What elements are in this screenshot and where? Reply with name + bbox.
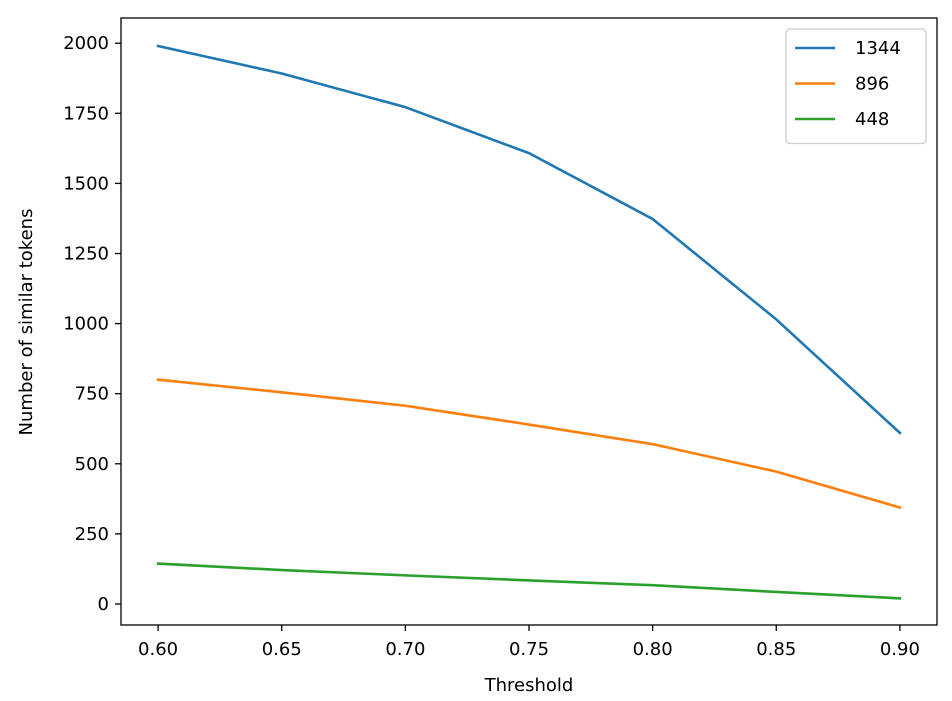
series-line-896 [156,378,902,510]
x-axis: 0.60 0.65 0.70 0.75 0.80 0.85 0.90 [138,625,920,660]
legend-label-896: 896 [855,74,889,95]
y-tick-label: 0 [98,594,109,615]
y-axis: 0 250 500 750 1000 1250 1500 1750 2000 [63,33,121,615]
x-tick-label: 0.65 [262,639,302,660]
x-tick-label: 0.70 [385,639,425,660]
legend-box [785,28,927,145]
y-tick-label: 1000 [63,314,109,335]
series-line-1344 [156,44,902,435]
x-tick-label: 0.80 [633,639,673,660]
y-axis-label: Number of similar tokens [16,209,37,436]
plot-area [120,17,938,626]
y-tick-label: 250 [75,524,109,545]
x-tick-label: 0.90 [880,639,920,660]
series-line-448 [156,562,902,600]
legend: 1344 896 448 [785,28,927,145]
y-tick-label: 750 [75,384,109,405]
y-tick-label: 500 [75,454,109,475]
y-tick-label: 2000 [63,33,109,54]
x-axis-label: Threshold [484,675,574,696]
x-tick-label: 0.60 [138,639,178,660]
legend-label-1344: 1344 [855,38,901,59]
y-tick-label: 1750 [63,103,109,124]
x-tick-label: 0.75 [509,639,549,660]
legend-label-448: 448 [855,109,889,130]
y-tick-label: 1250 [63,244,109,265]
y-tick-label: 1500 [63,173,109,194]
x-tick-label: 0.85 [756,639,796,660]
